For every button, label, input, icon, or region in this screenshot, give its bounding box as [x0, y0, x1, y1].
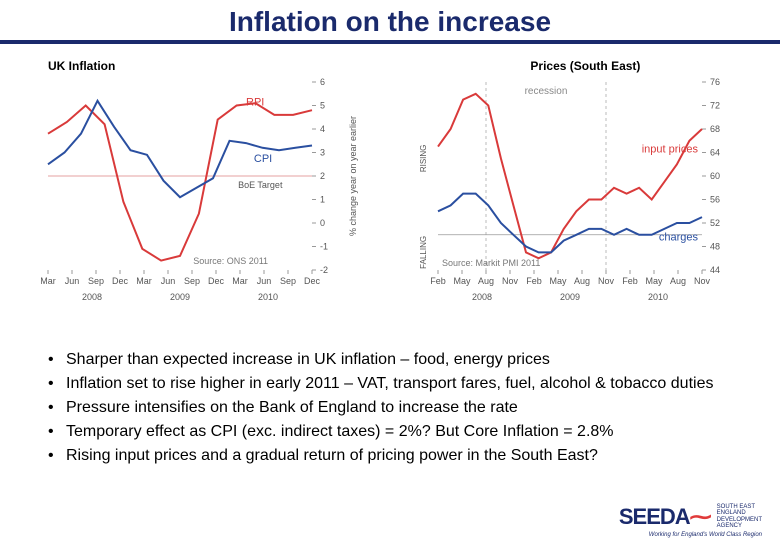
svg-text:Aug: Aug: [574, 276, 590, 286]
svg-text:charges: charges: [659, 232, 699, 244]
svg-text:Sep: Sep: [280, 276, 296, 286]
chart-prices-se: Prices (South East) recession 44 48 52 56 60 64…: [410, 56, 750, 316]
svg-text:Prices (South East): Prices (South East): [530, 59, 640, 73]
svg-text:FALLING: FALLING: [419, 236, 428, 269]
svg-text:Source: ONS 2011: Source: ONS 2011: [193, 256, 268, 266]
svg-text:2008: 2008: [82, 292, 102, 302]
bullets-list: •Sharper than expected increase in UK in…: [0, 340, 780, 466]
svg-text:-2: -2: [320, 265, 328, 275]
bullet-dot-icon: •: [48, 422, 66, 442]
svg-text:Dec: Dec: [304, 276, 321, 286]
list-item-text: Sharper than expected increase in UK inf…: [66, 350, 550, 370]
list-item: •Rising input prices and a gradual retur…: [48, 446, 740, 466]
page-title: Inflation on the increase: [229, 6, 551, 37]
logo-line: SOUTH EAST: [717, 504, 755, 510]
slide-root: Inflation on the increase UK Inflation -2…: [0, 0, 780, 540]
logo-tagline: Working for England's World Class Region: [649, 532, 762, 538]
svg-text:1: 1: [320, 195, 325, 205]
svg-text:2010: 2010: [258, 292, 278, 302]
charts-row: UK Inflation-2-10123456% change year on …: [0, 44, 780, 340]
svg-text:5: 5: [320, 101, 325, 111]
svg-text:48: 48: [710, 242, 720, 252]
svg-text:52: 52: [710, 218, 720, 228]
list-item: •Pressure intensifies on the Bank of Eng…: [48, 398, 740, 418]
svg-text:RPI: RPI: [246, 97, 264, 109]
svg-text:Nov: Nov: [694, 276, 711, 286]
list-item: •Sharper than expected increase in UK in…: [48, 350, 740, 370]
svg-text:Nov: Nov: [502, 276, 519, 286]
svg-text:68: 68: [710, 124, 720, 134]
svg-text:Dec: Dec: [208, 276, 225, 286]
svg-text:56: 56: [710, 195, 720, 205]
svg-text:UK Inflation: UK Inflation: [48, 59, 115, 73]
svg-text:72: 72: [710, 101, 720, 111]
svg-text:Mar: Mar: [136, 276, 152, 286]
svg-text:Nov: Nov: [598, 276, 615, 286]
svg-text:Feb: Feb: [430, 276, 446, 286]
svg-text:-1: -1: [320, 242, 328, 252]
svg-text:60: 60: [710, 171, 720, 181]
svg-text:2009: 2009: [560, 292, 580, 302]
chart-uk-inflation: UK Inflation -2 -1 0 1 2 3 4 5 6 % change year on …: [30, 56, 370, 316]
bullet-dot-icon: •: [48, 374, 66, 394]
svg-text:64: 64: [710, 148, 720, 158]
svg-text:Source: Markit PMI 2011: Source: Markit PMI 2011: [442, 258, 540, 268]
bullet-dot-icon: •: [48, 350, 66, 370]
svg-text:CPI: CPI: [254, 153, 272, 165]
svg-text:Feb: Feb: [526, 276, 542, 286]
logo-line: ENGLAND: [717, 510, 746, 516]
svg-text:Mar: Mar: [232, 276, 248, 286]
footer-logo: SEEDA⁓ SOUTH EAST ENGLAND DEVELOPMENT AG…: [619, 504, 762, 530]
chart-uk-inflation-svg: UK Inflation -2 -1 0 1 2 3 4 5 6 % change year on …: [30, 56, 370, 316]
svg-text:BoE Target: BoE Target: [238, 180, 283, 190]
svg-text:2009: 2009: [170, 292, 190, 302]
svg-text:Dec: Dec: [112, 276, 129, 286]
logo-line: AGENCY: [717, 523, 742, 529]
svg-text:76: 76: [710, 77, 720, 87]
chart-prices-se-svg: Prices (South East) recession 44 48 52 56 60 64…: [410, 56, 750, 316]
svg-text:2008: 2008: [472, 292, 492, 302]
list-item-text: Inflation set to rise higher in early 20…: [66, 374, 713, 394]
logo-line: DEVELOPMENT: [717, 517, 762, 523]
list-item: •Temporary effect as CPI (exc. indirect …: [48, 422, 740, 442]
svg-text:Mar: Mar: [40, 276, 56, 286]
bullet-dot-icon: •: [48, 398, 66, 418]
svg-text:Feb: Feb: [622, 276, 638, 286]
svg-text:input prices: input prices: [642, 144, 699, 156]
svg-text:Jun: Jun: [161, 276, 176, 286]
svg-text:% change year on year earlier: % change year on year earlier: [348, 116, 358, 236]
svg-text:RISING: RISING: [419, 145, 428, 173]
list-item-text: Temporary effect as CPI (exc. indirect t…: [66, 422, 614, 442]
list-item: •Inflation set to rise higher in early 2…: [48, 374, 740, 394]
svg-text:May: May: [453, 276, 471, 286]
list-item-text: Rising input prices and a gradual return…: [66, 446, 598, 466]
svg-text:recession: recession: [525, 86, 568, 97]
svg-text:Sep: Sep: [88, 276, 104, 286]
svg-text:Jun: Jun: [257, 276, 272, 286]
svg-text:Sep: Sep: [184, 276, 200, 286]
logo-mark: SEEDA⁓: [619, 504, 711, 530]
logo-text: SOUTH EAST ENGLAND DEVELOPMENT AGENCY: [717, 504, 762, 530]
bullet-dot-icon: •: [48, 446, 66, 466]
svg-text:Aug: Aug: [670, 276, 686, 286]
svg-text:2: 2: [320, 171, 325, 181]
svg-text:6: 6: [320, 77, 325, 87]
svg-text:3: 3: [320, 148, 325, 158]
list-item-text: Pressure intensifies on the Bank of Engl…: [66, 398, 518, 418]
logo-swoosh-icon: ⁓: [690, 504, 711, 529]
svg-text:2010: 2010: [648, 292, 668, 302]
svg-text:44: 44: [710, 265, 720, 275]
title-wrap: Inflation on the increase: [0, 0, 780, 40]
logo-mark-text: SEEDA: [619, 504, 690, 529]
svg-text:May: May: [549, 276, 567, 286]
svg-text:Aug: Aug: [478, 276, 494, 286]
svg-text:Jun: Jun: [65, 276, 80, 286]
svg-text:4: 4: [320, 124, 325, 134]
svg-text:May: May: [645, 276, 663, 286]
svg-text:0: 0: [320, 218, 325, 228]
